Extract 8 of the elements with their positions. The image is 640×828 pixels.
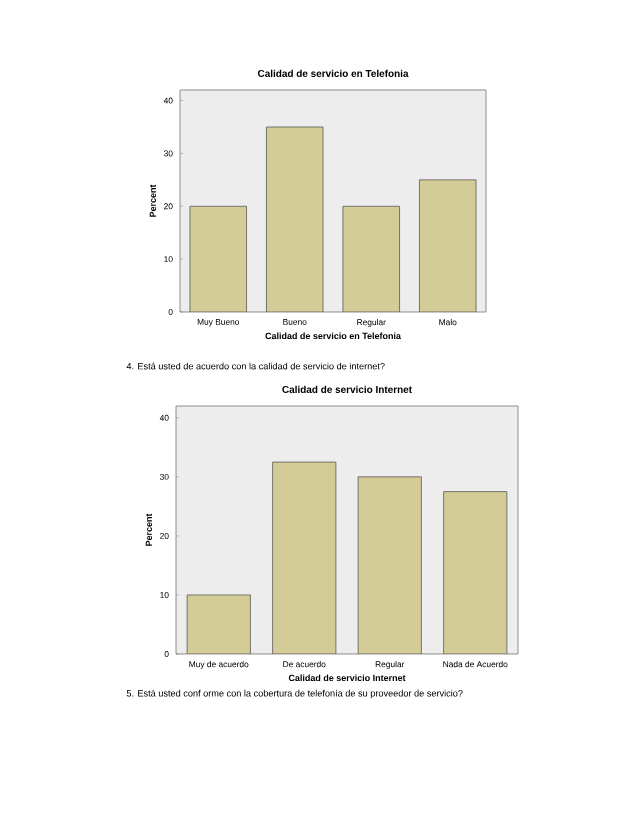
- bar: [419, 179, 477, 312]
- bar: [357, 476, 422, 654]
- bar: [342, 205, 400, 312]
- bar: [272, 461, 337, 654]
- bar: [443, 491, 508, 654]
- bar: [187, 594, 251, 654]
- bar: [266, 126, 324, 312]
- bar: [189, 205, 247, 312]
